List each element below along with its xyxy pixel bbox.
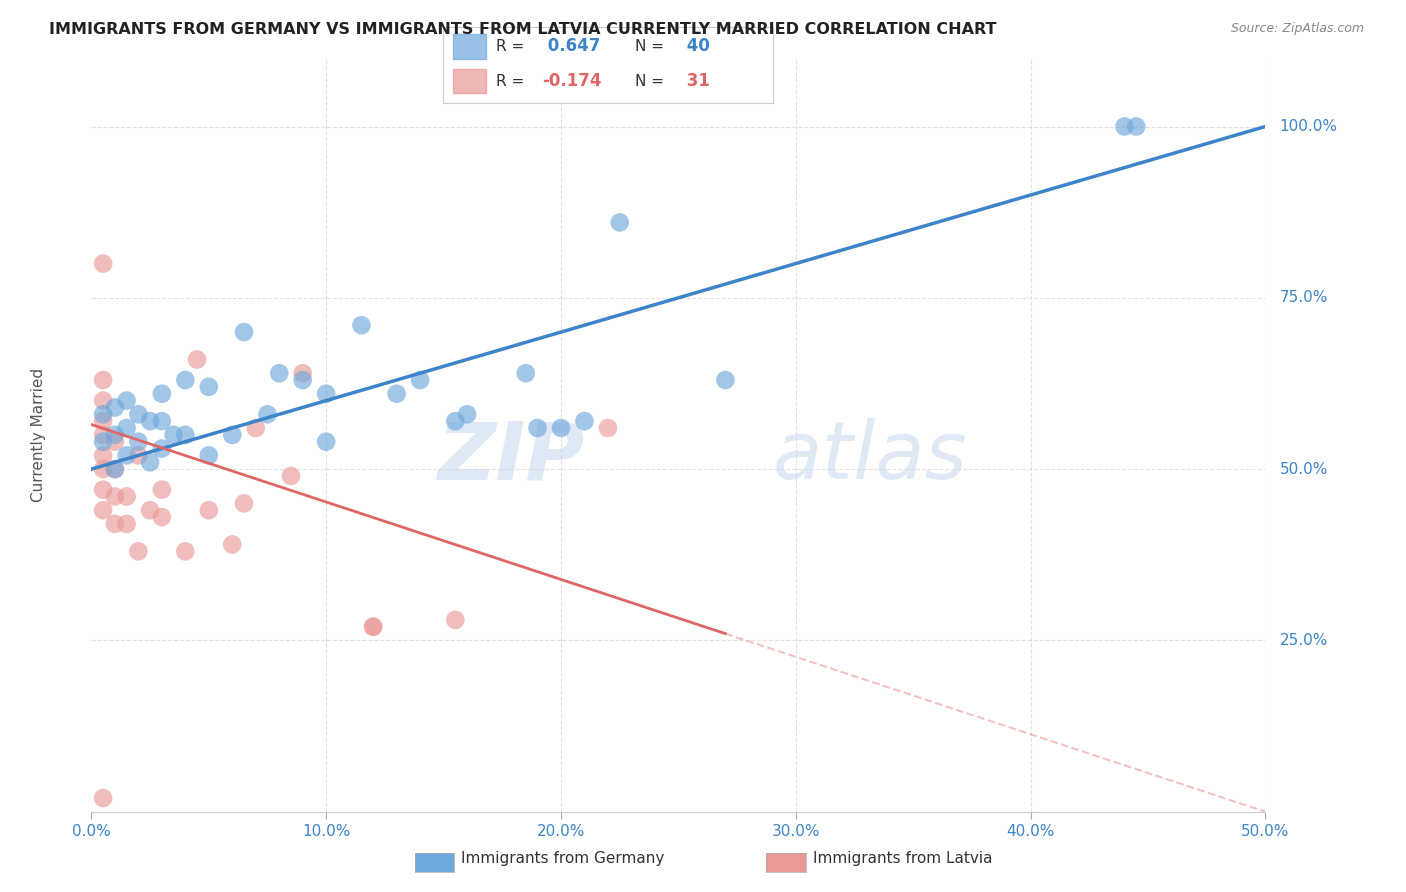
Point — [197, 380, 219, 394]
Point — [91, 414, 114, 428]
Point — [104, 516, 127, 531]
Point — [1114, 120, 1136, 134]
Bar — [453, 70, 486, 94]
Point — [91, 373, 114, 387]
Point — [714, 373, 737, 387]
Point — [115, 393, 138, 408]
Point — [233, 325, 256, 339]
Text: 40: 40 — [681, 37, 710, 55]
Point — [291, 366, 314, 380]
Point — [91, 462, 114, 476]
Point — [104, 462, 127, 476]
Point — [91, 393, 114, 408]
Point — [256, 407, 278, 421]
Point — [174, 373, 197, 387]
Point — [315, 434, 337, 449]
Point — [526, 421, 548, 435]
Point — [150, 442, 173, 456]
Point — [385, 386, 408, 401]
Point — [91, 434, 114, 449]
Point — [574, 414, 596, 428]
Point — [150, 414, 173, 428]
Point — [91, 791, 114, 805]
Point — [104, 490, 127, 504]
Text: Currently Married: Currently Married — [31, 368, 46, 502]
Text: -0.174: -0.174 — [543, 72, 602, 90]
Point — [127, 434, 149, 449]
Point — [596, 421, 619, 435]
Point — [315, 386, 337, 401]
Point — [127, 449, 149, 463]
Point — [444, 613, 467, 627]
Point — [245, 421, 267, 435]
Point — [280, 469, 302, 483]
Text: 75.0%: 75.0% — [1279, 290, 1327, 305]
Point — [221, 537, 243, 551]
Text: 100.0%: 100.0% — [1279, 119, 1337, 134]
Text: R =: R = — [496, 39, 529, 54]
Point — [233, 496, 256, 510]
Point — [115, 490, 138, 504]
Text: 25.0%: 25.0% — [1279, 633, 1327, 648]
Point — [104, 401, 127, 415]
Point — [269, 366, 291, 380]
Text: 50.0%: 50.0% — [1279, 462, 1327, 476]
Point — [1125, 120, 1147, 134]
Bar — [453, 35, 486, 59]
Text: ZIP: ZIP — [437, 418, 585, 497]
Point — [150, 483, 173, 497]
Point — [115, 449, 138, 463]
Point — [91, 503, 114, 517]
Point — [197, 503, 219, 517]
Point — [127, 407, 149, 421]
Point — [115, 421, 138, 435]
Point — [197, 449, 219, 463]
Text: 31: 31 — [681, 72, 710, 90]
Text: IMMIGRANTS FROM GERMANY VS IMMIGRANTS FROM LATVIA CURRENTLY MARRIED CORRELATION : IMMIGRANTS FROM GERMANY VS IMMIGRANTS FR… — [49, 22, 997, 37]
Point — [515, 366, 537, 380]
Point — [174, 427, 197, 442]
Point — [221, 427, 243, 442]
Point — [104, 462, 127, 476]
Point — [139, 455, 162, 469]
Point — [162, 427, 184, 442]
Text: Source: ZipAtlas.com: Source: ZipAtlas.com — [1230, 22, 1364, 36]
Point — [91, 427, 114, 442]
Point — [150, 510, 173, 524]
Text: N =: N = — [634, 39, 668, 54]
Point — [350, 318, 373, 333]
Point — [139, 503, 162, 517]
Point — [550, 421, 572, 435]
Point — [104, 427, 127, 442]
Point — [91, 407, 114, 421]
Text: 0.647: 0.647 — [543, 37, 600, 55]
Point — [91, 483, 114, 497]
Text: N =: N = — [634, 74, 668, 89]
Point — [91, 449, 114, 463]
Point — [291, 373, 314, 387]
Point — [150, 386, 173, 401]
Point — [174, 544, 197, 558]
Point — [139, 414, 162, 428]
Point — [444, 414, 467, 428]
Text: Immigrants from Latvia: Immigrants from Latvia — [813, 851, 993, 865]
Point — [127, 544, 149, 558]
Point — [91, 256, 114, 270]
Point — [456, 407, 478, 421]
Point — [409, 373, 432, 387]
Point — [104, 434, 127, 449]
Point — [361, 620, 384, 634]
Point — [186, 352, 208, 367]
Point — [115, 516, 138, 531]
Point — [361, 620, 384, 634]
Text: R =: R = — [496, 74, 529, 89]
Text: atlas: atlas — [772, 418, 967, 497]
Point — [609, 215, 631, 229]
Text: Immigrants from Germany: Immigrants from Germany — [461, 851, 665, 865]
